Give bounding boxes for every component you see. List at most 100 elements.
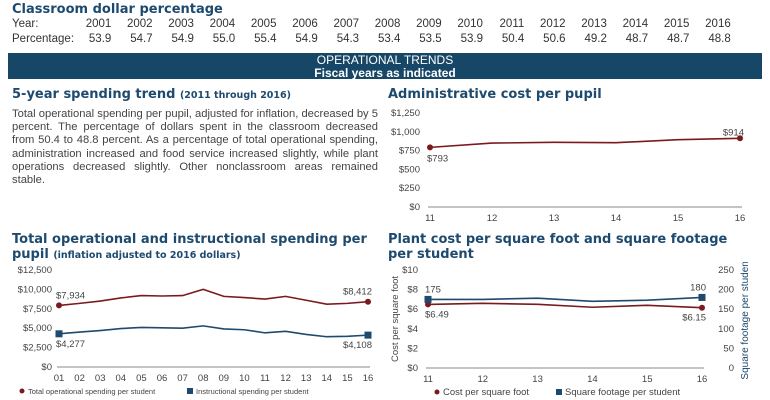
- x-tick-label: 15: [673, 213, 684, 224]
- x-tick-label: 03: [95, 373, 106, 384]
- percentage-cell: 49.2: [584, 33, 607, 45]
- data-label: $8,412: [343, 287, 372, 298]
- y-tick-label: $5,000: [23, 323, 52, 334]
- y-tick-label: $1,250: [391, 108, 420, 119]
- data-label: $793: [427, 153, 448, 164]
- data-point-square: [364, 331, 372, 339]
- y2-axis-label: Square footage per student: [740, 262, 751, 380]
- percentage-cell: 48.7: [667, 33, 690, 45]
- spend-title-text: Total operational and instructional spen…: [12, 232, 367, 262]
- y2-tick-label: 50: [723, 343, 734, 354]
- legend-circle-icon: [434, 389, 440, 395]
- percentage-cell: 50.6: [543, 33, 566, 45]
- series-line: [428, 296, 703, 303]
- y-axis-label: Cost per square foot: [390, 276, 401, 362]
- year-cell: 2013: [581, 18, 607, 30]
- x-tick-label: 15: [342, 373, 353, 384]
- series-line: [427, 302, 703, 309]
- y-tick-label: $500: [399, 164, 420, 175]
- y-tick-label: $0: [407, 363, 418, 374]
- year-label: Year:: [12, 18, 39, 30]
- trend-title: 5-year spending trend: [12, 87, 176, 102]
- banner-title: OPERATIONAL TRENDS: [316, 53, 454, 67]
- year-cell: 2010: [457, 18, 483, 30]
- year-cell: 2005: [250, 18, 277, 30]
- year-cell: 2011: [499, 18, 525, 30]
- y2-tick-label: 200: [718, 285, 734, 296]
- year-cell: 2001: [85, 18, 112, 30]
- x-tick-label: 11: [423, 374, 433, 385]
- percentage-label: Percentage:: [12, 33, 75, 45]
- y-tick-label: $750: [399, 146, 420, 157]
- trend-subtitle: (2011 through 2016): [179, 90, 291, 101]
- x-tick-label: 11: [260, 373, 270, 384]
- y2-tick-label: 100: [718, 324, 734, 335]
- x-tick-label: 12: [280, 373, 291, 384]
- series-line: [58, 325, 369, 338]
- y-tick-label: $7,500: [23, 304, 52, 315]
- legend-label: Total operational spending per student: [28, 387, 156, 396]
- percentage-cell: 55.0: [212, 33, 236, 45]
- data-label: $914: [723, 127, 744, 138]
- spend-subtitle: (inflation adjusted to 2016 dollars): [53, 250, 241, 261]
- year-cell: 2015: [663, 18, 690, 30]
- year-cell: 2016: [705, 18, 731, 30]
- x-tick-label: 11: [425, 213, 435, 224]
- percentage-cell: 54.3: [336, 33, 360, 45]
- classroom-title: Classroom dollar percentage: [12, 2, 223, 17]
- spend-chart-title: Total operational and instructional spen…: [12, 232, 372, 263]
- x-tick-label: 07: [177, 373, 188, 384]
- x-tick-label: 16: [697, 374, 708, 385]
- x-tick-label: 09: [219, 373, 230, 384]
- data-label: $4,108: [343, 340, 372, 351]
- year-cell: 2006: [292, 18, 318, 30]
- legend-square-icon: [187, 388, 193, 394]
- y2-tick-label: 0: [729, 363, 734, 374]
- data-point-square: [424, 295, 432, 303]
- x-tick-label: 08: [198, 373, 209, 384]
- trend-paragraph: Total operational spending per pupil, ad…: [12, 108, 378, 187]
- percentage-cell: 53.9: [460, 33, 483, 45]
- y2-tick-label: 150: [718, 304, 734, 315]
- y2-tick-label: 250: [718, 265, 734, 276]
- year-cell: 2007: [333, 18, 360, 30]
- x-tick-label: 14: [611, 213, 622, 224]
- y-tick-label: $1,000: [391, 127, 420, 138]
- y-tick-label: $250: [399, 183, 420, 194]
- data-point-square: [55, 330, 63, 338]
- legend-label: Cost per square foot: [443, 387, 529, 398]
- x-tick-label: 05: [136, 373, 147, 384]
- percentage-cell: 54.9: [295, 33, 318, 45]
- data-point-square: [698, 293, 706, 301]
- series-line: [58, 288, 369, 307]
- y-tick-label: $12,500: [18, 265, 52, 276]
- plant-chart: $0 $2 $4 $6 $8 $10 0 50 100 150 200 250 11 12 13 14 15 16…: [390, 262, 751, 398]
- year-cell: 2003: [168, 18, 194, 30]
- y-tick-label: $2: [407, 343, 418, 354]
- percentage-cell: 54.9: [171, 33, 194, 45]
- percentage-cell: 48.7: [625, 33, 649, 45]
- x-tick-label: 15: [642, 374, 653, 385]
- x-tick-label: 01: [54, 373, 65, 384]
- spend-chart: $0 $2,500 $5,000 $7,500 $10,000 $12,500 01 02 03…: [18, 265, 374, 396]
- data-point-circle: [427, 144, 433, 151]
- section-banner: OPERATIONAL TRENDS Fiscal years as indic…: [8, 53, 762, 79]
- trend-heading: 5-year spending trend (2011 through 2016…: [12, 87, 291, 102]
- legend-square-icon: [556, 389, 562, 395]
- y-tick-label: $6: [407, 304, 418, 315]
- x-tick-label: 04: [116, 373, 127, 384]
- legend-label: Square footage per student: [565, 387, 681, 398]
- data-label: $4,277: [56, 339, 85, 350]
- x-tick-label: 14: [587, 374, 598, 385]
- x-tick-label: 02: [74, 373, 85, 384]
- legend-circle-icon: [19, 388, 25, 394]
- year-cell: 2002: [127, 18, 153, 30]
- x-tick-label: 13: [532, 374, 543, 385]
- data-point-circle: [56, 302, 62, 309]
- x-tick-label: 12: [478, 374, 489, 385]
- data-label: $7,934: [56, 290, 85, 301]
- year-cell: 2004: [209, 18, 236, 30]
- y-tick-label: $4: [407, 324, 418, 335]
- x-tick-label: 16: [735, 213, 746, 224]
- plant-chart-title: Plant cost per square foot and square fo…: [388, 232, 728, 262]
